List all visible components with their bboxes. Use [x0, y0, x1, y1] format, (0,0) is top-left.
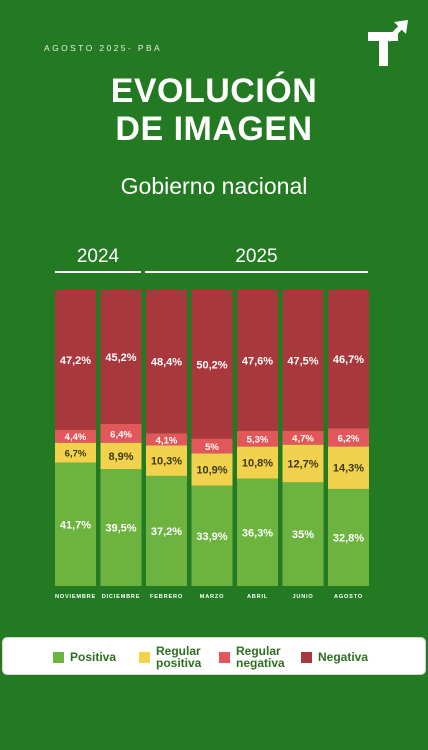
bar-regular-positiva-diciembre	[100, 442, 142, 470]
t-arrow-logo-icon	[368, 20, 408, 66]
bar-positiva-diciembre	[100, 469, 142, 586]
data-label-regular-positiva-febrero: 10,3%	[151, 456, 182, 468]
page-title: EVOLUCIÓN DE IMAGEN	[0, 72, 428, 148]
legend-label-regular-negativa-1: Regular	[236, 644, 281, 658]
bar-regular-negativa-abril	[237, 430, 278, 447]
bar-regular-negativa-marzo	[191, 438, 233, 454]
bar-positiva-abril	[237, 478, 278, 586]
data-label-regular-negativa-marzo: 5%	[205, 442, 219, 453]
category-label-diciembre: DICIEMBRE	[102, 594, 141, 600]
year-label-2024: 2024	[76, 246, 120, 267]
data-label-negativa-noviembre: 47,2%	[60, 355, 91, 367]
bar-regular-positiva-febrero	[146, 445, 187, 476]
page-subtitle: Gobierno nacional	[120, 173, 308, 199]
bar-negativa-marzo	[191, 290, 233, 439]
data-label-negativa-agosto: 46,7%	[333, 354, 364, 366]
data-label-positiva-noviembre: 41,7%	[60, 519, 91, 531]
legend-item-positiva: Positiva	[53, 638, 116, 676]
data-label-regular-positiva-abril: 10,8%	[242, 458, 273, 470]
title-line-1: EVOLUCIÓN	[110, 72, 318, 110]
year-divider-2024	[55, 271, 141, 273]
legend-swatch-negativa	[301, 651, 312, 663]
data-label-regular-negativa-junio: 4,7%	[292, 434, 314, 445]
data-label-positiva-diciembre: 39,5%	[105, 523, 136, 535]
bar-regular-negativa-noviembre	[55, 429, 96, 443]
bar-regular-negativa-agosto	[328, 428, 369, 447]
data-label-negativa-diciembre: 45,2%	[105, 352, 136, 364]
data-label-negativa-marzo: 50,2%	[196, 359, 227, 371]
legend-label-positiva: Positiva	[70, 650, 117, 664]
bar-negativa-junio	[282, 290, 324, 431]
legend: Positiva Regular positiva Regular negativa…	[2, 637, 426, 675]
bar-negativa-noviembre	[55, 290, 96, 430]
legend-swatch-regular-positiva	[139, 651, 150, 663]
data-label-regular-positiva-junio: 12,7%	[287, 458, 318, 470]
data-label-regular-negativa-agosto: 6,2%	[338, 433, 360, 444]
stacked-bar-chart: 41,7% 6,7% 4,4% 47,2% NOVIEMBRE 39,5% 8,9% 6,4%…	[55, 290, 369, 600]
bar-negativa-febrero	[146, 290, 187, 434]
data-label-regular-negativa-abril: 5,3%	[247, 435, 269, 446]
legend-item-regular-negativa: Regular negativa	[219, 638, 285, 676]
bar-regular-positiva-marzo	[191, 453, 233, 486]
year-divider-2025	[145, 271, 368, 273]
data-label-negativa-febrero: 48,4%	[151, 357, 182, 369]
bar-regular-negativa-diciembre	[100, 423, 142, 443]
bar-regular-positiva-agosto	[328, 446, 369, 489]
bar-positiva-junio	[282, 482, 324, 586]
bar-regular-positiva-junio	[282, 444, 324, 483]
category-label-junio: JUNIO	[292, 594, 313, 600]
bar-negativa-agosto	[328, 290, 369, 429]
legend-label-regular-positiva-2: positiva	[156, 656, 202, 670]
bar-negativa-abril	[237, 290, 278, 431]
data-label-positiva-junio: 35%	[292, 529, 314, 541]
legend-label-regular-positiva-1: Regular	[156, 644, 201, 658]
category-label-agosto: AGOSTO	[334, 594, 363, 600]
bar-positiva-noviembre	[55, 462, 96, 586]
legend-swatch-positiva	[53, 651, 64, 663]
title-line-2: DE IMAGEN	[115, 110, 313, 148]
data-label-regular-positiva-noviembre: 6,7%	[65, 449, 87, 460]
legend-swatch-regular-negativa	[219, 651, 230, 663]
bar-regular-positiva-abril	[237, 446, 278, 479]
category-label-noviembre: NOVIEMBRE	[55, 594, 96, 600]
bar-regular-negativa-febrero	[146, 433, 187, 446]
data-label-regular-positiva-marzo: 10,9%	[196, 465, 227, 477]
data-label-regular-negativa-diciembre: 6,4%	[110, 429, 132, 440]
bar-negativa-diciembre	[100, 290, 142, 424]
year-label-2025: 2025	[235, 246, 278, 267]
data-label-negativa-junio: 47,5%	[287, 355, 318, 367]
data-label-regular-negativa-febrero: 4,1%	[156, 435, 178, 446]
category-label-abril: ABRIL	[247, 594, 268, 600]
legend-label-regular-negativa-2: negativa	[236, 656, 285, 670]
category-label-marzo: MARZO	[200, 594, 225, 600]
data-label-negativa-abril: 47,6%	[242, 355, 273, 367]
category-label-febrero: FEBRERO	[150, 594, 183, 600]
data-label-positiva-marzo: 33,9%	[196, 531, 227, 543]
data-label-positiva-abril: 36,3%	[242, 527, 273, 539]
data-label-regular-positiva-agosto: 14,3%	[333, 463, 364, 475]
data-label-positiva-febrero: 37,2%	[151, 526, 182, 538]
legend-label-negativa: Negativa	[318, 650, 369, 664]
bar-regular-negativa-junio	[282, 430, 324, 445]
bar-positiva-agosto	[328, 488, 369, 586]
data-label-positiva-agosto: 32,8%	[333, 532, 364, 544]
bar-positiva-marzo	[191, 485, 233, 586]
data-label-regular-positiva-diciembre: 8,9%	[108, 451, 133, 463]
bar-regular-positiva-noviembre	[55, 442, 96, 463]
date-label: AGOSTO 2025- PBA	[44, 43, 163, 53]
legend-item-negativa: Negativa	[301, 638, 368, 676]
bar-positiva-febrero	[146, 475, 187, 586]
data-label-regular-negativa-noviembre: 4,4%	[65, 432, 87, 443]
legend-item-regular-positiva: Regular positiva	[139, 638, 201, 676]
